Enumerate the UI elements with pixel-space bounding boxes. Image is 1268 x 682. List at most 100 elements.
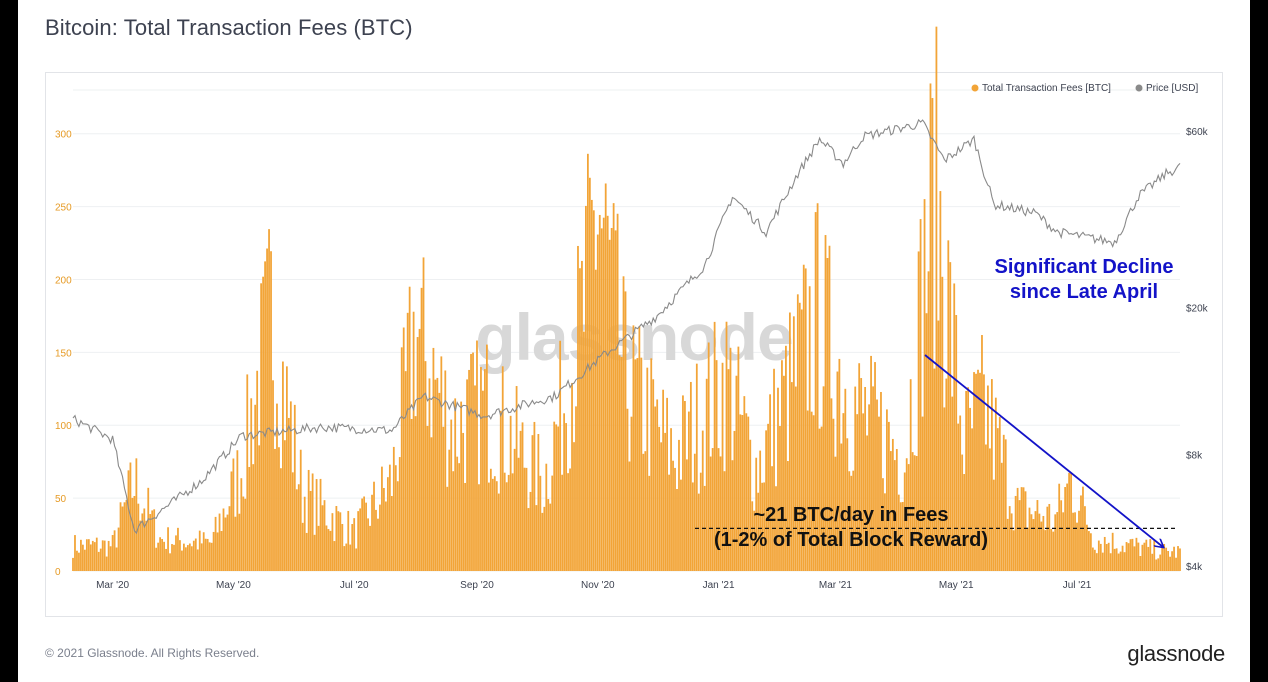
fee-bar: [248, 467, 251, 571]
fee-bar: [1143, 542, 1146, 571]
fee-bar: [521, 422, 524, 571]
fee-bar: [933, 368, 936, 571]
fee-bar: [396, 481, 399, 571]
fee-bar: [686, 459, 688, 571]
fee-bar: [341, 523, 344, 571]
fee-bar: [838, 358, 841, 571]
fee-bar: [616, 213, 619, 571]
fee-bar: [175, 535, 177, 571]
annotation-fees-line2: (1-2% of Total Block Reward): [714, 529, 988, 551]
fee-bar: [99, 548, 102, 571]
fee-bar: [585, 205, 587, 572]
fee-bar: [743, 396, 746, 571]
fee-bar: [816, 203, 819, 572]
fee-bar: [466, 379, 468, 571]
fee-bar: [167, 527, 169, 571]
fee-bar: [882, 478, 884, 571]
fee-bar: [127, 470, 130, 571]
fee-bar: [990, 379, 993, 571]
fee-bar: [693, 453, 696, 571]
fee-bar: [1095, 553, 1098, 571]
fee-bar: [880, 391, 882, 571]
fee-bar: [242, 496, 245, 571]
fee-bar: [458, 463, 461, 571]
fee-bar: [365, 502, 367, 571]
fee-bar: [307, 469, 310, 571]
fee-bar: [194, 538, 197, 571]
fee-bar: [895, 449, 898, 571]
fee-bar: [1101, 552, 1104, 571]
fee-bar: [1137, 542, 1140, 571]
fee-bar: [975, 373, 977, 571]
fee-bar: [955, 315, 958, 571]
fee-bar: [559, 340, 562, 571]
fee-bar: [1119, 551, 1122, 571]
fee-bar: [664, 432, 667, 571]
fee-bar: [888, 421, 890, 571]
fee-bar: [505, 482, 508, 571]
fee-bar: [777, 387, 779, 571]
fee-bar: [408, 286, 411, 571]
fee-bar: [790, 382, 793, 571]
fee-bar: [709, 456, 712, 571]
fee-bar: [652, 379, 655, 571]
fee-bar: [442, 426, 445, 571]
fee-bar: [220, 531, 223, 571]
fee-bar: [854, 386, 857, 571]
fee-bar: [412, 311, 415, 571]
fee-bar: [846, 438, 849, 571]
fee-bar: [343, 546, 346, 571]
fee-bar: [295, 489, 298, 571]
fee-bar: [1032, 519, 1035, 571]
fee-bar: [1105, 544, 1108, 571]
fee-bar: [383, 487, 385, 571]
fee-bar: [107, 540, 110, 571]
fee-bar: [763, 482, 766, 571]
annotation-fees-line1: ~21 BTC/day in Fees: [753, 504, 948, 526]
fee-bar: [157, 542, 160, 571]
fee-bar: [1161, 544, 1164, 571]
y-right-tick: $20k: [1186, 303, 1209, 314]
fee-bar: [462, 432, 465, 571]
fee-bar: [1159, 554, 1162, 571]
fee-bar: [139, 520, 142, 571]
fee-bar: [628, 461, 631, 571]
fee-bar: [347, 510, 350, 571]
fee-bar: [1088, 531, 1090, 571]
fee-bar: [1050, 528, 1053, 571]
fee-bar: [723, 471, 726, 571]
fee-bar: [905, 458, 908, 571]
fee-bar: [74, 535, 76, 571]
fee-bar: [899, 502, 902, 571]
fee-bar: [779, 426, 781, 571]
fee-bar: [610, 228, 613, 571]
fee-bar: [363, 496, 365, 571]
fee-bar: [1133, 546, 1136, 571]
fee-bar: [541, 512, 544, 571]
fee-bar: [998, 417, 1001, 571]
fee-bar: [511, 473, 514, 571]
fee-bar: [1151, 553, 1154, 571]
fee-bar: [123, 502, 126, 571]
fee-bar: [472, 352, 474, 571]
fee-bar: [812, 415, 815, 571]
fee-bar: [630, 416, 633, 571]
fee-bar: [418, 328, 421, 571]
fee-bar: [866, 435, 868, 571]
fee-bar: [989, 448, 991, 571]
price-line: [72, 118, 1181, 535]
fee-bar: [994, 397, 997, 571]
fee-bar: [438, 392, 441, 571]
fee-bar: [907, 464, 910, 571]
fee-bar: [840, 443, 843, 571]
annotation-decline-line2: since Late April: [1010, 281, 1158, 303]
fee-bar: [642, 453, 645, 571]
fee-bar: [501, 366, 504, 571]
fee-bar: [689, 381, 692, 571]
fee-bar: [634, 359, 637, 571]
y-left-tick: 50: [55, 494, 67, 505]
fee-bar: [545, 463, 548, 571]
fee-bar: [632, 325, 635, 571]
fee-bar: [232, 458, 235, 571]
fee-bar: [1074, 512, 1076, 571]
